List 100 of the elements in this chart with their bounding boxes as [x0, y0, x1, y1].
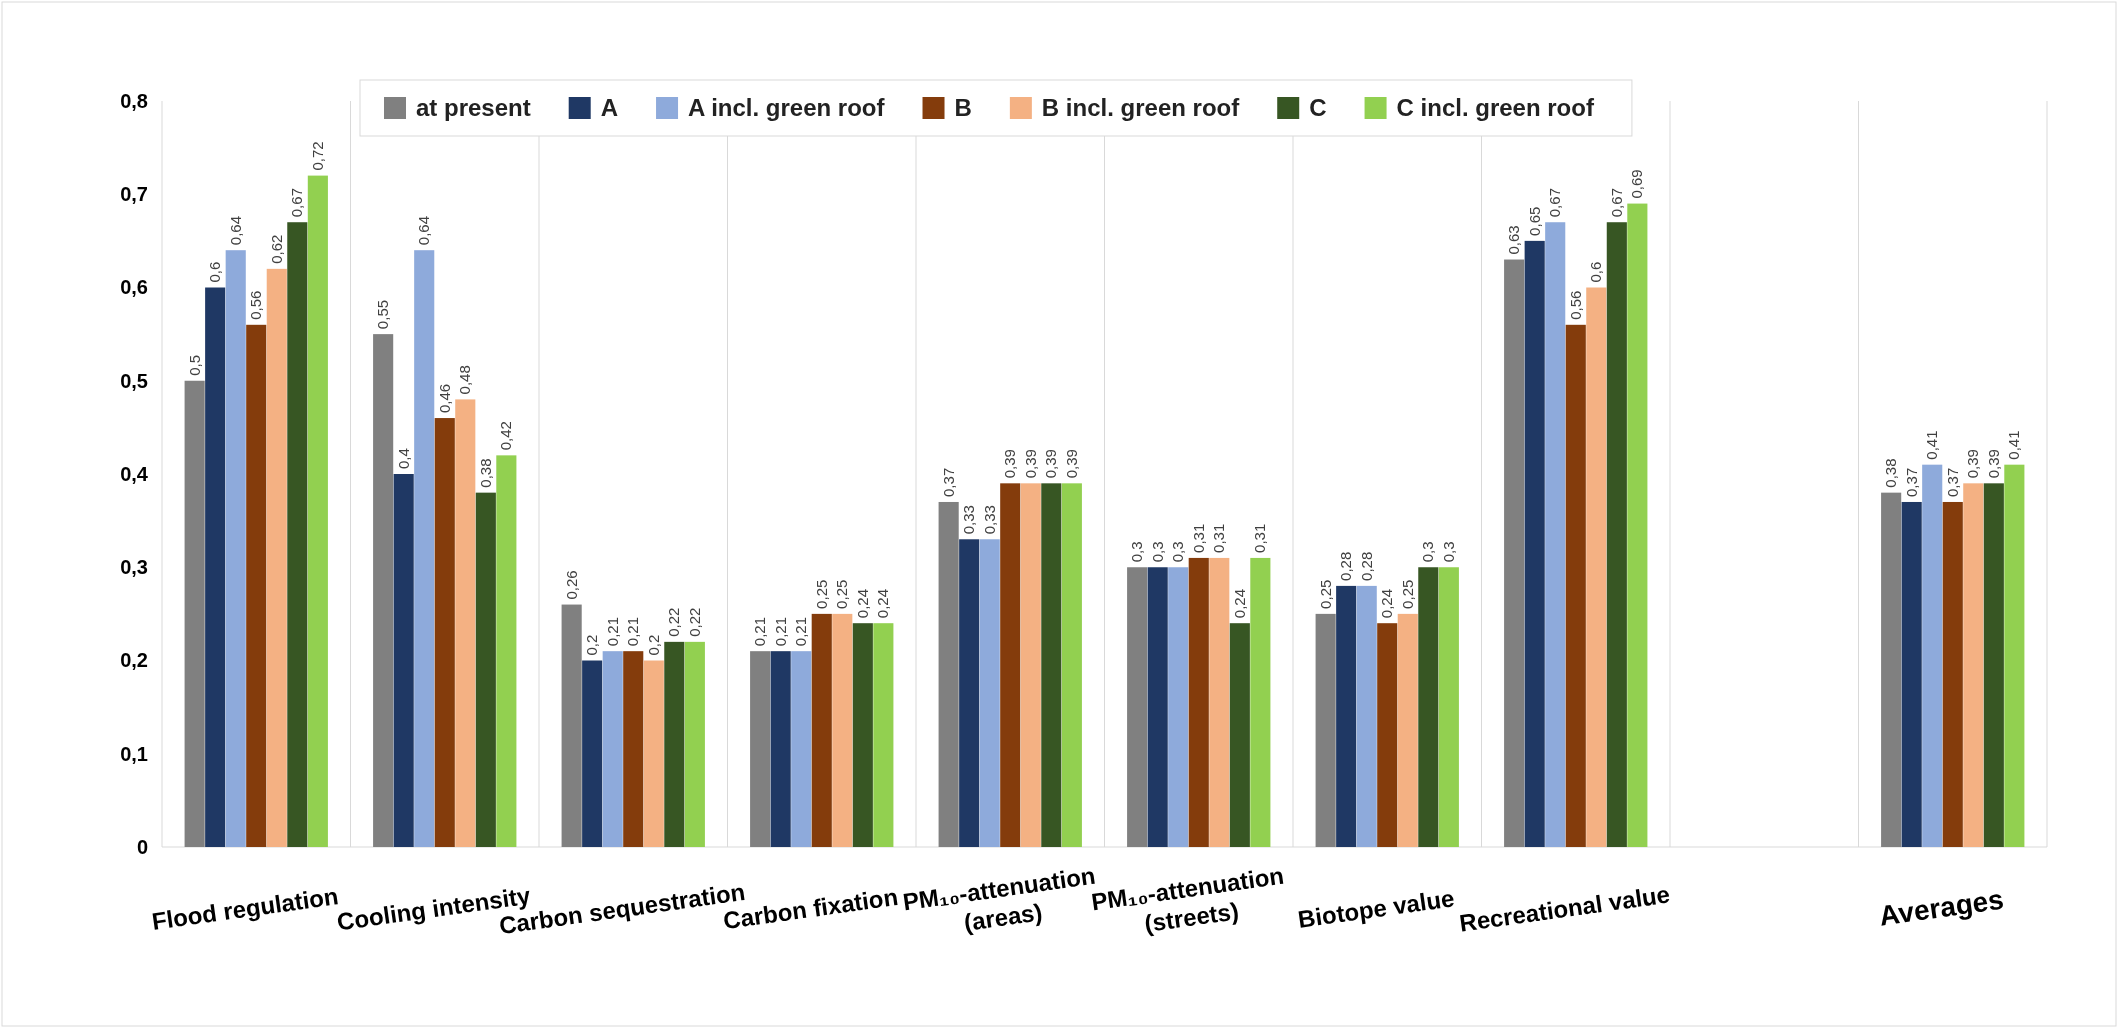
bar	[582, 660, 603, 847]
bar	[1922, 464, 1943, 847]
bar	[1963, 483, 1984, 847]
bar	[434, 418, 455, 847]
data-label: 0,38	[1882, 458, 1900, 488]
data-label: 0,33	[960, 505, 978, 535]
data-label: 0,6	[206, 261, 224, 283]
data-label: 0,65	[1525, 206, 1543, 236]
data-label: 0,46	[435, 383, 453, 414]
bar	[1229, 623, 1250, 847]
y-tick-label: 0,7	[120, 183, 148, 206]
bar	[307, 175, 328, 847]
data-label: 0,31	[1189, 523, 1207, 553]
bar	[1250, 557, 1271, 847]
data-label: 0,24	[1378, 589, 1396, 619]
bar	[561, 604, 582, 847]
legend-label: at present	[416, 94, 531, 121]
bar	[938, 501, 959, 847]
data-label: 0,21	[624, 616, 642, 647]
bar	[643, 660, 664, 847]
y-tick-label: 0,8	[120, 89, 148, 112]
bar	[1545, 222, 1566, 847]
data-label: 0,3	[1128, 541, 1146, 563]
bar	[455, 399, 476, 847]
x-tick-label: Recreational value	[1457, 880, 1672, 937]
bar	[1020, 483, 1041, 847]
data-label: 0,37	[939, 467, 957, 497]
bar	[414, 250, 435, 847]
bar	[1061, 483, 1082, 847]
y-tick-label: 0,1	[120, 742, 148, 765]
data-label: 0,38	[476, 458, 494, 488]
bar	[287, 222, 308, 847]
data-label: 0,22	[685, 607, 703, 637]
bar	[496, 455, 517, 847]
data-label: 0,2	[583, 634, 601, 656]
data-label: 0,67	[1546, 188, 1564, 218]
data-label: 0,26	[562, 570, 580, 600]
data-label: 0,41	[2005, 430, 2023, 460]
bar	[750, 651, 771, 847]
bar	[791, 651, 812, 847]
bar	[1168, 567, 1189, 847]
data-label: 0,72	[308, 141, 326, 171]
y-tick-label: 0,6	[120, 276, 148, 299]
data-label: 0,25	[833, 579, 851, 609]
bar	[1188, 557, 1209, 847]
bar	[246, 324, 267, 847]
bar	[1336, 585, 1357, 847]
bar	[664, 641, 685, 847]
y-tick-label: 0,5	[120, 369, 148, 392]
data-label: 0,21	[751, 616, 769, 647]
data-label: 0,25	[1398, 579, 1416, 609]
bar	[979, 539, 1000, 847]
data-label: 0,3	[1169, 541, 1187, 563]
data-label: 0,39	[1984, 449, 2002, 479]
bar	[1983, 483, 2004, 847]
legend-label: A	[600, 94, 619, 121]
bar	[1418, 567, 1439, 847]
y-tick-label: 0,4	[120, 462, 149, 485]
data-label: 0,37	[1902, 467, 1920, 497]
bar	[373, 334, 394, 847]
data-label: 0,62	[267, 234, 285, 264]
bar	[475, 492, 496, 847]
data-label: 0,22	[665, 607, 683, 637]
data-label: 0,39	[1001, 449, 1019, 479]
legend-label: C incl. green roof	[1396, 94, 1595, 121]
data-label: 0,69	[1628, 169, 1646, 199]
bar	[873, 623, 894, 847]
legend-label: B incl. green roof	[1041, 94, 1241, 121]
data-label: 0,48	[456, 365, 474, 395]
data-label: 0,6	[1587, 261, 1605, 283]
bar	[832, 613, 853, 847]
data-label: 0,33	[980, 505, 998, 535]
bar	[266, 268, 287, 847]
bar	[1524, 240, 1545, 847]
bar	[684, 641, 705, 847]
x-tick-label: Averages	[1877, 883, 2006, 932]
data-label: 0,24	[1230, 589, 1248, 619]
bar	[1565, 324, 1586, 847]
bar	[1147, 567, 1168, 847]
data-label: 0,4	[394, 448, 412, 469]
data-label: 0,24	[874, 589, 892, 619]
data-label: 0,28	[1357, 551, 1375, 581]
data-label: 0,64	[226, 216, 244, 246]
data-label: 0,21	[792, 616, 810, 647]
bar	[1881, 492, 1902, 847]
data-label: 0,56	[247, 290, 265, 320]
data-label: 0,67	[1607, 188, 1625, 218]
data-label: 0,25	[812, 579, 830, 609]
data-label: 0,3	[1148, 541, 1166, 563]
y-tick-label: 0,2	[120, 649, 148, 672]
bar	[623, 651, 644, 847]
data-label: 0,39	[1062, 449, 1080, 479]
y-tick-label: 0,3	[120, 556, 148, 579]
data-label: 0,55	[374, 299, 392, 330]
bar	[1127, 567, 1148, 847]
data-label: 0,37	[1943, 467, 1961, 497]
bar	[1586, 287, 1607, 847]
bar	[184, 380, 205, 847]
legend-label: C	[1309, 94, 1327, 121]
data-label: 0,2	[644, 634, 662, 656]
